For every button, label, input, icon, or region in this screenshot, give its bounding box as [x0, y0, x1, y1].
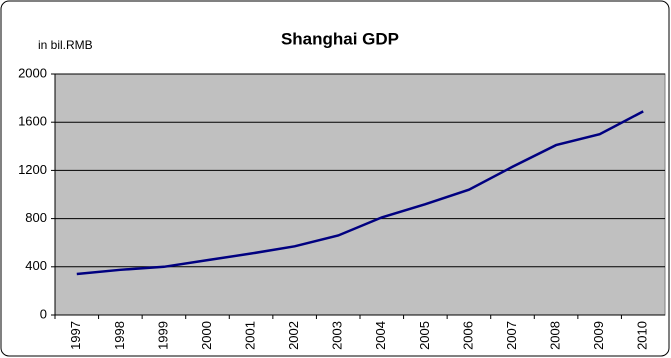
x-tick-label: 2002 — [286, 321, 301, 350]
y-tick-label: 1200 — [18, 162, 47, 177]
data-line — [76, 110, 644, 276]
y-tick-label: 400 — [25, 258, 47, 273]
x-tick-label: 1999 — [155, 321, 170, 350]
x-tick-label: 2007 — [504, 321, 519, 350]
x-tick-label: 2004 — [373, 321, 388, 350]
x-tick-label: 2008 — [548, 321, 563, 350]
x-tick-label: 2010 — [635, 321, 650, 350]
chart-title: Shanghai GDP — [281, 29, 399, 48]
x-tick-label: 1998 — [112, 321, 127, 350]
y-tick-label: 2000 — [18, 65, 47, 80]
x-tick-label: 2000 — [199, 321, 214, 350]
y-axis-label: in bil.RMB — [38, 38, 93, 52]
x-tick-label: 2006 — [460, 321, 475, 350]
x-tick-label: 1997 — [68, 321, 83, 350]
x-tick-label: 2009 — [591, 321, 606, 350]
x-tick-label: 2005 — [417, 321, 432, 350]
plot-area — [54, 73, 666, 316]
x-tick-label: 2003 — [330, 321, 345, 350]
y-tick-label: 0 — [40, 306, 47, 321]
x-tick-label: 2001 — [243, 321, 258, 350]
y-tick-label: 1600 — [18, 114, 47, 129]
y-tick-label: 800 — [25, 210, 47, 225]
